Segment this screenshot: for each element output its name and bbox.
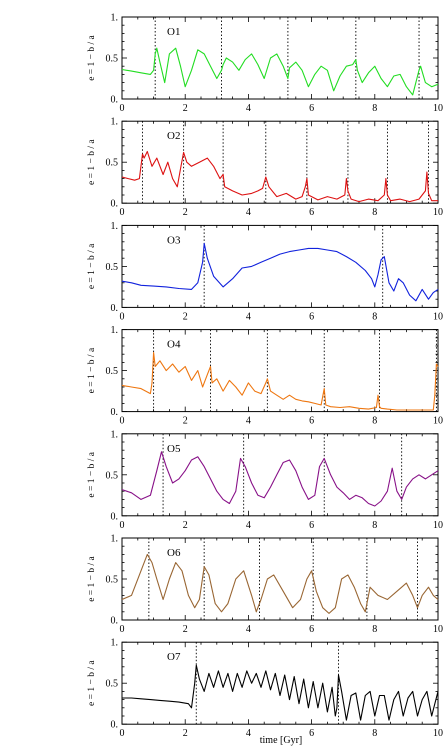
- x-tick-label: 0: [120, 624, 125, 635]
- y-tick-label: 1.: [111, 13, 119, 24]
- series-line-o7: [122, 664, 439, 721]
- x-tick-label: 10: [433, 416, 443, 427]
- y-tick-label: 0.5: [106, 158, 119, 169]
- panel-label: O3: [167, 234, 181, 246]
- y-tick-label: 0.: [111, 199, 119, 210]
- x-tick-label: 2: [183, 416, 188, 427]
- x-tick-label: 8: [372, 207, 377, 218]
- x-tick-label: 6: [309, 311, 314, 322]
- series-line-o6: [121, 553, 439, 614]
- x-tick-label: 4: [246, 311, 251, 322]
- panel-o6: 0 2 4 6 8 10 0. 0.5 1. e = 1 − b / a O6: [87, 534, 443, 636]
- x-tick-label: 0: [120, 103, 125, 114]
- panel-label: O1: [167, 26, 180, 38]
- series-line-o1: [121, 47, 439, 96]
- panel-label: O7: [167, 651, 181, 663]
- panel-o7: 0 2 4 6 8 10 0. 0.5 1. e = 1 − b / a O7: [87, 638, 443, 740]
- y-tick-label: 0.: [111, 95, 119, 106]
- y-tick-label: 0.5: [106, 54, 119, 65]
- x-tick-label: 6: [309, 416, 314, 427]
- y-axis-label: e = 1 − b / a: [87, 243, 97, 289]
- x-tick-label: 4: [246, 416, 251, 427]
- x-tick-label: 0: [120, 520, 125, 531]
- series-line-o5: [121, 451, 439, 507]
- panel-o4: 0 2 4 6 8 10 0. 0.5 1. e = 1 − b / a O4: [87, 325, 443, 427]
- y-tick-label: 1.: [111, 117, 119, 128]
- x-tick-label: 6: [309, 103, 314, 114]
- x-tick-label: 2: [183, 311, 188, 322]
- y-tick-label: 0.5: [106, 470, 119, 481]
- x-tick-label: 0: [120, 728, 125, 739]
- x-tick-label: 4: [246, 624, 251, 635]
- panel-o3: 0 2 4 6 8 10 0. 0.5 1. e = 1 − b / a O3: [87, 221, 443, 323]
- y-axis-label: e = 1 − b / a: [87, 139, 97, 185]
- y-tick-label: 1.: [111, 429, 119, 440]
- series-line-o2: [121, 150, 438, 203]
- y-tick-label: 0.: [111, 720, 119, 731]
- y-tick-label: 0.: [111, 616, 119, 627]
- panel-label: O2: [167, 130, 180, 142]
- x-tick-label: 4: [246, 103, 251, 114]
- y-tick-label: 1.: [111, 638, 119, 649]
- y-tick-label: 0.5: [106, 366, 119, 377]
- y-tick-label: 0.: [111, 407, 119, 418]
- x-tick-label: 4: [246, 520, 251, 531]
- x-tick-label: 6: [309, 624, 314, 635]
- x-tick-label: 2: [183, 624, 188, 635]
- x-tick-label: 4: [246, 207, 251, 218]
- x-tick-label: 10: [433, 520, 443, 531]
- x-tick-label: 8: [372, 103, 377, 114]
- x-tick-label: 0: [120, 416, 125, 427]
- y-tick-label: 1.: [111, 325, 119, 336]
- x-tick-label: 0: [120, 207, 125, 218]
- y-tick-label: 0.: [111, 511, 119, 522]
- y-axis-label: e = 1 − b / a: [87, 347, 97, 393]
- x-tick-label: 10: [433, 624, 443, 635]
- panel-label: O5: [167, 443, 181, 455]
- y-axis-label: e = 1 − b / a: [87, 451, 97, 497]
- x-tick-label: 8: [372, 311, 377, 322]
- y-axis-label: e = 1 − b / a: [87, 555, 97, 601]
- panel-label: O4: [167, 339, 181, 351]
- x-tick-label: 2: [183, 207, 188, 218]
- x-tick-label: 2: [183, 520, 188, 531]
- x-tick-label: 8: [372, 624, 377, 635]
- panel-o1: 0 2 4 6 8 10 0. 0.5 1. e = 1 − b / a O1: [87, 13, 443, 115]
- x-tick-label: 10: [433, 728, 443, 739]
- x-tick-label: 2: [183, 103, 188, 114]
- series-line-o4: [121, 352, 439, 411]
- y-tick-label: 1.: [111, 221, 119, 232]
- panel-o5: 0 2 4 6 8 10 0. 0.5 1. e = 1 − b / a O5: [87, 429, 443, 531]
- x-tick-label: 6: [309, 728, 314, 739]
- x-tick-label: 4: [246, 728, 251, 739]
- x-tick-label: 2: [183, 728, 188, 739]
- panels-group: 0 2 4 6 8 10 0. 0.5 1. e = 1 − b / a O1 0 2 4 6 8 10 0. 0.…: [87, 13, 443, 740]
- x-axis-label: time [Gyr]: [260, 735, 303, 746]
- panel-o2: 0 2 4 6 8 10 0. 0.5 1. e = 1 − b / a O2: [87, 117, 443, 219]
- x-tick-label: 6: [309, 207, 314, 218]
- y-axis-label: e = 1 − b / a: [87, 34, 97, 80]
- x-tick-label: 8: [372, 728, 377, 739]
- x-tick-label: 0: [120, 311, 125, 322]
- x-tick-label: 8: [372, 416, 377, 427]
- x-tick-label: 10: [433, 103, 443, 114]
- y-axis-label: e = 1 − b / a: [87, 660, 97, 706]
- x-tick-label: 8: [372, 520, 377, 531]
- y-tick-label: 0.5: [106, 575, 119, 586]
- x-tick-label: 10: [433, 311, 443, 322]
- x-tick-label: 10: [433, 207, 443, 218]
- panel-label: O6: [167, 547, 181, 559]
- y-tick-label: 0.: [111, 303, 119, 314]
- x-tick-label: 6: [309, 520, 314, 531]
- y-tick-label: 1.: [111, 534, 119, 545]
- series-line-o3: [121, 242, 439, 302]
- y-tick-label: 0.5: [106, 679, 119, 690]
- y-tick-label: 0.5: [106, 262, 119, 273]
